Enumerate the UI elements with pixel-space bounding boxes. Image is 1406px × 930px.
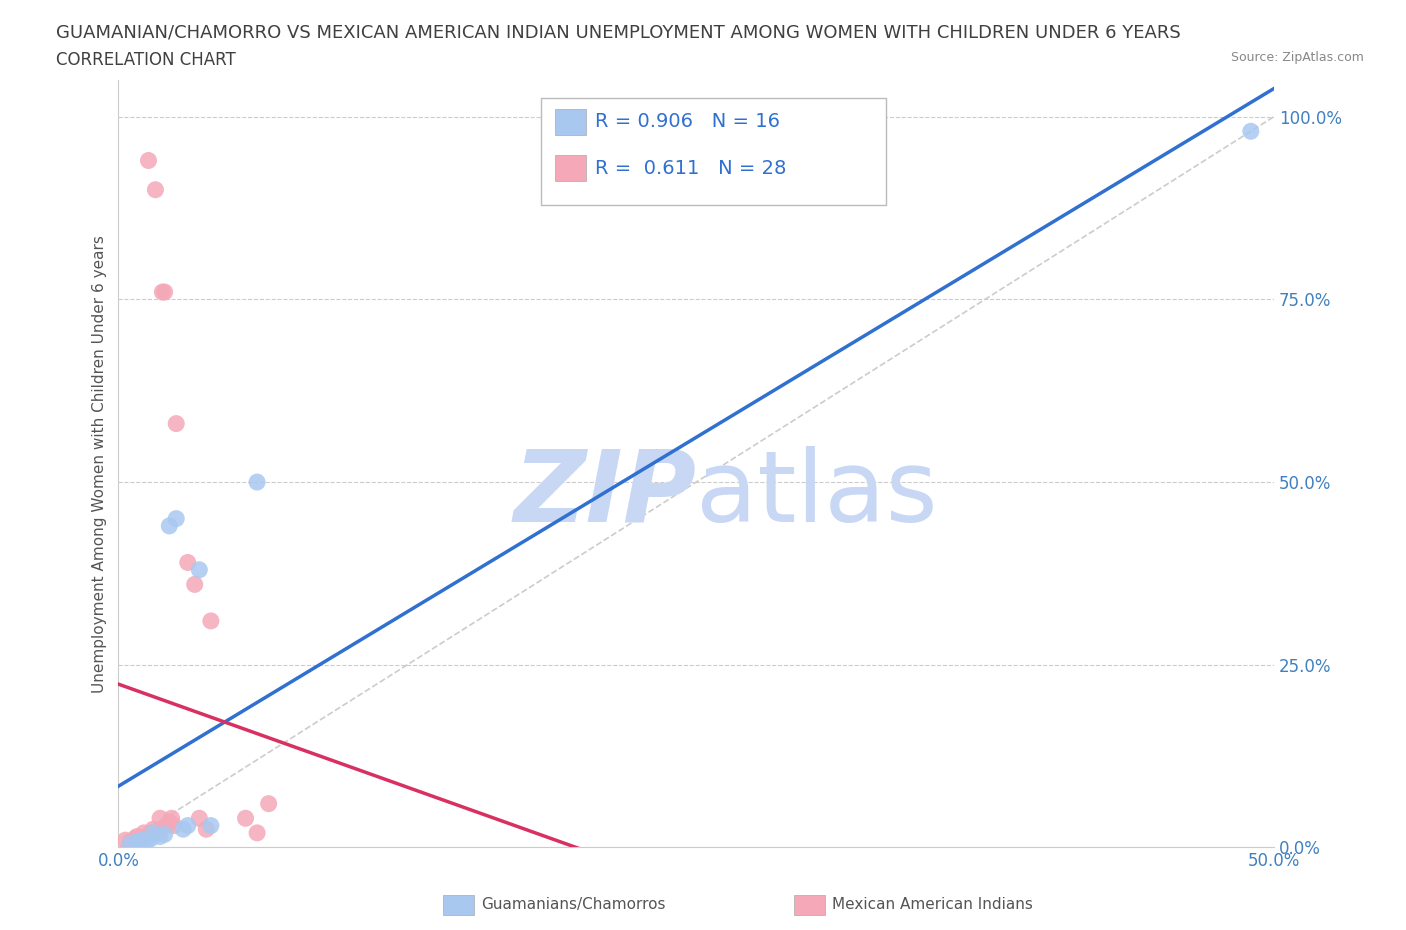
Point (149, 830, 172, 844)
Text: CORRELATION CHART: CORRELATION CHART (56, 51, 236, 69)
Point (153, 285, 176, 299)
Point (131, 832, 153, 847)
Point (183, 577, 205, 591)
Text: Guamanians/Chamorros: Guamanians/Chamorros (481, 897, 665, 912)
Y-axis label: Unemployment Among Women with Children Under 6 years: Unemployment Among Women with Children U… (93, 235, 107, 693)
Point (124, 831, 146, 846)
Point (200, 614, 222, 629)
Point (195, 822, 218, 837)
Point (132, 826, 155, 841)
Point (163, 818, 186, 833)
Point (1240, 124, 1263, 139)
Point (125, 830, 148, 844)
Text: ZIP: ZIP (513, 446, 696, 543)
Point (145, 182, 167, 197)
Point (118, 834, 141, 849)
Text: GUAMANIAN/CHAMORRO VS MEXICAN AMERICAN INDIAN UNEMPLOYMENT AMONG WOMEN WITH CHIL: GUAMANIAN/CHAMORRO VS MEXICAN AMERICAN I… (56, 23, 1181, 41)
Point (135, 830, 157, 844)
Point (135, 834, 157, 849)
Point (131, 832, 153, 847)
Point (139, 831, 162, 846)
Point (157, 519, 180, 534)
Point (257, 796, 280, 811)
Point (165, 416, 187, 431)
Point (150, 285, 173, 299)
Point (146, 826, 169, 841)
Point (138, 153, 160, 168)
Point (139, 826, 162, 841)
Point (200, 818, 222, 833)
Point (114, 832, 136, 847)
Text: R = 0.906   N = 16: R = 0.906 N = 16 (595, 113, 780, 131)
Point (149, 811, 172, 826)
Point (142, 822, 165, 837)
Point (118, 836, 141, 851)
Point (188, 563, 211, 578)
Point (157, 815, 180, 830)
Point (165, 512, 187, 526)
Point (177, 818, 200, 833)
Point (142, 826, 165, 841)
Point (153, 827, 176, 842)
Text: atlas: atlas (696, 446, 938, 543)
Point (160, 811, 183, 826)
Point (177, 555, 200, 570)
Text: R =  0.611   N = 28: R = 0.611 N = 28 (595, 159, 786, 178)
Point (156, 818, 179, 833)
Point (172, 822, 194, 837)
Text: Mexican American Indians: Mexican American Indians (832, 897, 1033, 912)
Point (246, 826, 269, 841)
Point (125, 834, 148, 849)
Text: Source: ZipAtlas.com: Source: ZipAtlas.com (1230, 51, 1364, 64)
Point (188, 811, 211, 826)
Point (246, 474, 269, 489)
Point (235, 811, 257, 826)
